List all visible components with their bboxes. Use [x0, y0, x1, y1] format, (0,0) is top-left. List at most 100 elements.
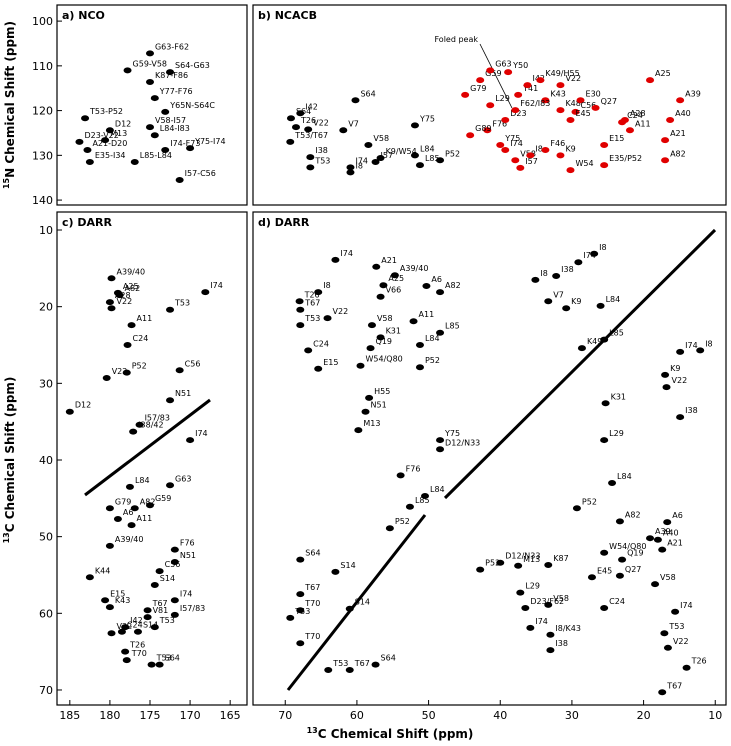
peak: [127, 522, 136, 529]
peak-label: K31: [611, 392, 626, 401]
peak: [526, 624, 535, 631]
peak: [113, 516, 122, 523]
peak: [574, 259, 583, 266]
peak: [661, 157, 670, 164]
x-tick-label: 70: [278, 709, 292, 722]
peak-label: A40: [663, 529, 679, 538]
panel-title: b) NCACB: [258, 9, 317, 22]
peak: [121, 648, 130, 655]
peak: [577, 345, 586, 352]
peak: [145, 50, 154, 57]
peak: [127, 322, 136, 329]
peak-label: G79: [115, 497, 131, 506]
peak: [516, 589, 525, 596]
x-tick-label: 20: [637, 709, 651, 722]
peak: [354, 427, 363, 434]
peak: [544, 562, 553, 569]
peak-label: A6: [672, 511, 683, 520]
peak: [371, 159, 380, 166]
peak: [385, 525, 394, 532]
annotation-arrow: [479, 43, 513, 109]
peak-label: H55: [374, 387, 390, 396]
peak: [653, 536, 662, 543]
peak-label: A21: [670, 129, 686, 138]
peak: [590, 250, 599, 257]
peak-label: Y75: [419, 114, 435, 123]
peak: [483, 127, 492, 134]
peak: [646, 77, 655, 84]
peak-label: Y75-I74: [194, 137, 226, 146]
peak: [130, 159, 139, 166]
peak: [170, 558, 179, 565]
peak-label: A11: [137, 514, 153, 523]
peak-label: E30: [586, 89, 601, 98]
peak-label: T26: [691, 657, 707, 666]
peak: [121, 624, 130, 631]
peak-label: C24: [627, 111, 643, 120]
peak: [405, 503, 414, 510]
peak: [366, 345, 375, 352]
peak: [466, 132, 475, 139]
peak: [201, 289, 210, 296]
peak-label: D12: [75, 401, 91, 410]
peak: [390, 272, 399, 279]
peak-label: S64-G63: [175, 61, 210, 70]
peak-label: G59: [485, 69, 501, 78]
peak-label: V22: [313, 118, 329, 127]
peak: [81, 115, 90, 122]
peak-label: S64: [165, 654, 180, 663]
y-axis-title: 13C Chemical Shift (ppm): [2, 377, 17, 544]
peak: [345, 605, 354, 612]
peak-label: I38: [555, 639, 568, 648]
peak: [346, 164, 355, 171]
x-tick-label: 40: [493, 709, 507, 722]
peak: [421, 493, 429, 500]
y-tick-label: 40: [39, 454, 53, 467]
peak: [596, 302, 605, 309]
peak-label: P52: [425, 356, 440, 365]
peak-label: E15: [609, 134, 624, 143]
peak: [296, 607, 305, 614]
y-tick-label: 70: [39, 684, 53, 697]
peak: [671, 608, 680, 615]
peak: [600, 162, 609, 169]
peak-label: T53: [668, 622, 684, 631]
x-tick-label: 175: [139, 709, 160, 722]
peak: [666, 116, 675, 123]
peak-label: V22: [117, 622, 133, 631]
peak-label: Y75: [504, 134, 520, 143]
peak: [541, 97, 550, 104]
peak-label: K49/H55: [545, 69, 579, 78]
peak-label: I74: [355, 156, 368, 165]
peak: [155, 661, 164, 668]
peak-label: I57: [381, 151, 394, 160]
peak-label: A25: [655, 69, 671, 78]
peak: [105, 604, 114, 611]
x-tick-label: 170: [180, 709, 201, 722]
peak: [461, 91, 470, 98]
peak: [367, 322, 376, 329]
peak: [145, 502, 154, 509]
peak-label: T67: [152, 599, 168, 608]
peak: [541, 146, 550, 153]
peak-label: D23: [510, 109, 526, 118]
peak-label: A6: [431, 275, 442, 284]
y-tick-label: 110: [32, 60, 53, 73]
label: C Chemical Shift (ppm): [3, 377, 17, 533]
peak-label: P52: [395, 517, 410, 526]
peak: [600, 437, 609, 444]
peak: [516, 164, 525, 171]
peak: [436, 157, 445, 164]
peak-label: A40: [675, 109, 691, 118]
label: N Chemical Shift (ppm): [3, 21, 17, 178]
peak-label: I57/83: [145, 414, 170, 423]
peak: [486, 67, 495, 74]
peak-label: Q19: [376, 337, 392, 346]
peak: [422, 282, 431, 289]
peak-label: K31: [386, 326, 401, 335]
peak: [663, 644, 672, 651]
peak: [531, 276, 540, 283]
peak: [544, 298, 553, 305]
peak: [147, 661, 156, 668]
